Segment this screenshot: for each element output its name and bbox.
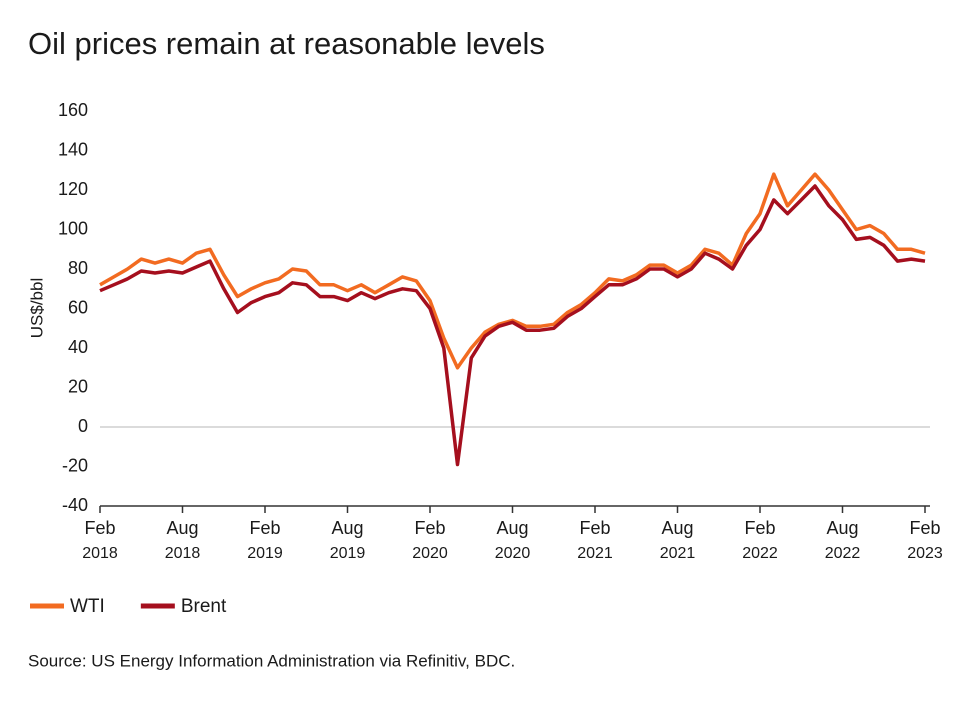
x-tick-label: 2019 [247,545,283,562]
x-tick-label: 2020 [495,545,531,562]
y-tick-label: 0 [78,416,88,436]
series-line [99,184,926,467]
y-tick-label: 100 [58,218,88,238]
y-tick-label: 40 [68,337,88,357]
x-tick-label: 2018 [165,545,201,562]
x-tick-label: 2022 [825,545,861,562]
legend-label: Brent [181,596,227,617]
y-tick-label: 160 [58,100,88,120]
y-tick-label: 60 [68,297,88,317]
y-tick-label: 120 [58,179,88,199]
x-tick-label: Feb [414,518,445,538]
chart-title: Oil prices remain at reasonable levels [28,26,545,61]
y-tick-label: 20 [68,376,88,396]
x-tick-label: Feb [249,518,280,538]
y-tick-label: -20 [62,455,88,475]
x-tick-label: 2018 [82,545,118,562]
x-tick-label: Aug [331,518,363,538]
x-tick-label: 2021 [660,545,696,562]
legend-label: WTI [70,596,105,617]
x-tick-label: Feb [909,518,940,538]
y-tick-label: 80 [68,258,88,278]
x-tick-label: 2020 [412,545,448,562]
x-tick-label: Aug [166,518,198,538]
y-tick-label: 140 [58,139,88,159]
x-tick-label: 2022 [742,545,778,562]
x-tick-label: 2019 [330,545,366,562]
y-tick-label: -40 [62,495,88,515]
x-tick-label: Feb [744,518,775,538]
x-tick-label: Aug [496,518,528,538]
x-tick-label: 2021 [577,545,613,562]
series-line [99,172,926,370]
x-tick-label: 2023 [907,545,943,562]
x-tick-label: Feb [84,518,115,538]
x-tick-label: Feb [579,518,610,538]
source-note: Source: US Energy Information Administra… [28,651,515,670]
x-tick-label: Aug [661,518,693,538]
y-axis-label: US$/bbl [27,278,46,338]
x-tick-label: Aug [826,518,858,538]
